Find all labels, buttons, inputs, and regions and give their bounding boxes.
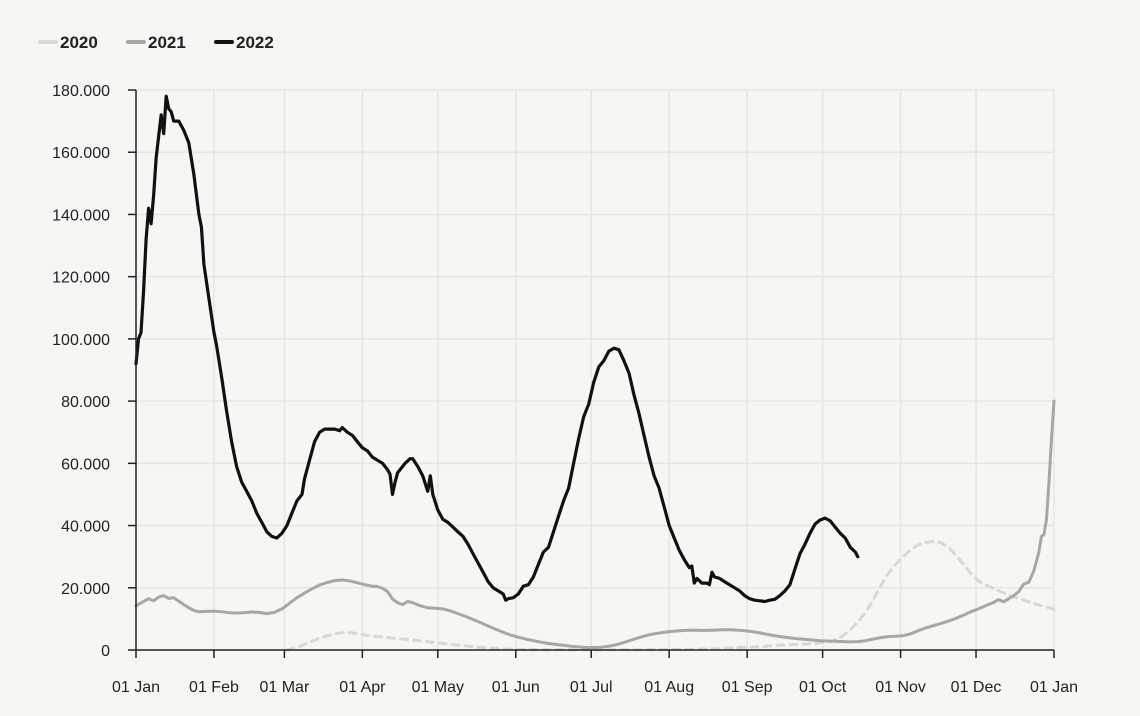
legend-item-2020[interactable]: 2020 [38,33,98,52]
legend-label: 2021 [148,33,186,52]
y-tick-label: 180.000 [52,83,110,100]
series-layer [134,94,1056,652]
y-tick-label: 60.000 [61,456,110,473]
series-line-2021 [134,399,1056,649]
x-tick-label: 01 Aug [644,679,694,696]
x-tick-label: 01 Jan [1030,679,1078,696]
legend-item-2021[interactable]: 2021 [126,33,186,52]
legend-label: 2022 [236,33,274,52]
x-tick-label: 01 Mar [259,679,309,696]
y-tick-label: 40.000 [61,519,110,536]
x-tick-label: 01 May [412,679,464,696]
y-tick-label: 140.000 [52,207,110,224]
x-tick-label: 01 Dec [951,679,1002,696]
y-tick-label: 0 [101,643,110,660]
x-tick-label: 01 Sep [722,679,773,696]
legend[interactable]: 2020 2021 2022 [38,33,274,52]
x-tick-label: 01 Jun [492,679,540,696]
y-tick-label: 20.000 [61,581,110,598]
y-tick-label: 120.000 [52,270,110,287]
x-tick-label: 01 Apr [339,679,386,696]
gridlines [136,89,1055,650]
y-tick-label: 100.000 [52,332,110,349]
legend-label: 2020 [60,33,98,52]
x-tick-label: 01 Oct [799,679,847,696]
x-tick-label: 01 Jan [112,679,160,696]
series-line-2022 [134,94,860,604]
x-tick-label: 01 Feb [189,679,239,696]
series-line-2020 [285,539,1056,652]
y-axis-ticks: 0 20.000 40.000 60.000 80.000 100.000 120.000 1… [52,83,136,660]
y-tick-label: 160.000 [52,145,110,162]
x-tick-label: 01 Jul [570,679,613,696]
x-tick-label: 01 Nov [875,679,926,696]
legend-item-2022[interactable]: 2022 [214,33,274,52]
y-tick-label: 80.000 [61,394,110,411]
x-axis-ticks: 01 Jan 01 Feb 01 Mar 01 Apr 01 May 01 Jun 01 J… [112,650,1078,696]
